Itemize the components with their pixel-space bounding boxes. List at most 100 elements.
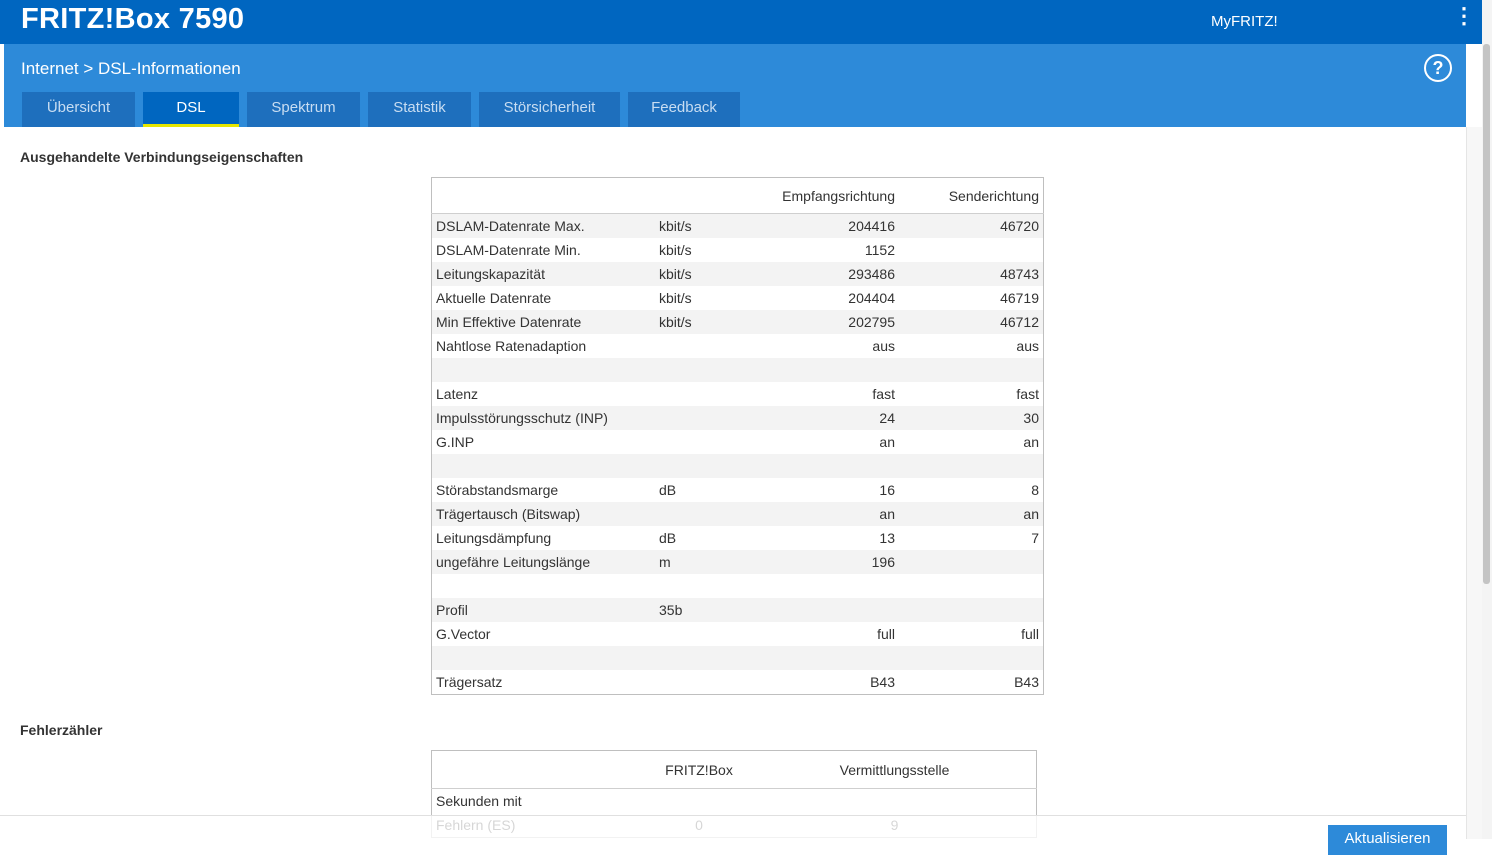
row-label: G.Vector (436, 626, 491, 642)
table-body: DSLAM-Datenrate Max. kbit/s 204416 46720 DSL… (431, 213, 1044, 695)
section-title-connection: Ausgehandelte Verbindungseigenschaften (20, 149, 304, 165)
table-row: Leitungskapazität kbit/s 293486 48743 (431, 262, 1044, 286)
row-receive-value: an (763, 502, 899, 526)
row-label: Profil (431, 598, 655, 622)
row-unit (655, 454, 763, 478)
tab-stoersicherheit[interactable]: Störsicherheit (479, 92, 620, 127)
row-send-value: aus (1016, 338, 1039, 354)
row-receive-value: an (879, 434, 895, 450)
tab-dsl[interactable]: DSL (143, 92, 239, 127)
more-menu-icon[interactable]: ⋮ (1453, 3, 1475, 28)
row-unit: kbit/s (655, 262, 763, 286)
row-receive-value: 13 (879, 530, 895, 546)
row-unit (655, 574, 763, 598)
row-unit (655, 646, 763, 670)
table-row: Trägertausch (Bitswap) an an (431, 502, 1044, 526)
row-unit (655, 622, 763, 646)
row-receive-value: 1152 (864, 242, 895, 258)
row-unit: kbit/s (659, 290, 692, 306)
row-receive-value: 293486 (763, 262, 899, 286)
table-row: Nahtlose Ratenadaption aus aus (432, 334, 1044, 358)
row-receive-value: fast (872, 386, 895, 402)
table-row: Impulsstörungsschutz (INP) 24 30 (431, 406, 1044, 430)
row-receive-value (763, 646, 899, 670)
row-label: Trägertausch (Bitswap) (431, 502, 655, 526)
row-unit (655, 670, 763, 695)
tab-spektrum[interactable]: Spektrum (247, 92, 360, 127)
refresh-button[interactable]: Aktualisieren (1328, 825, 1447, 855)
row-send-value: 7 (1031, 530, 1039, 546)
row-receive-value: 16 (879, 482, 895, 498)
table-row: G.INP an an (432, 430, 1044, 454)
row-label: Latenz (436, 386, 479, 402)
row-label (431, 358, 655, 382)
row-send-value: B43 (1014, 674, 1039, 690)
row-label: Leitungsdämpfung (436, 530, 552, 546)
row-send-value: 46719 (1000, 290, 1039, 306)
scrollbar-thumb[interactable] (1483, 44, 1490, 584)
row-send-value (899, 358, 1044, 382)
app-logo: FRITZ!Box 7590 (21, 3, 245, 35)
row-send-value (899, 550, 1044, 574)
table-row: Störabstandsmarge dB 16 8 (432, 478, 1044, 502)
tab-feedback[interactable]: Feedback (628, 92, 740, 127)
table-row (431, 358, 1044, 382)
row-label: DSLAM-Datenrate Max. (431, 213, 655, 238)
row-receive-value: full (877, 626, 895, 642)
table-row: Leitungsdämpfung dB 13 7 (432, 526, 1044, 550)
row-label: Aktuelle Datenrate (436, 290, 552, 306)
row-unit (655, 382, 763, 406)
table-row: Trägersatz B43 B43 (432, 670, 1044, 695)
row-receive-value: aus (872, 338, 895, 354)
footer-bar (0, 815, 1466, 840)
row-receive-value (763, 598, 899, 622)
row-send-value (899, 454, 1044, 478)
row-unit (655, 406, 763, 430)
row-receive-value: 204404 (848, 290, 895, 306)
table-row: DSLAM-Datenrate Min. kbit/s 1152 (432, 238, 1044, 262)
row-receive-value: 202795 (763, 310, 899, 334)
row-send-value: an (899, 502, 1044, 526)
error-counter-table: FRITZ!Box Vermittlungsstelle Sekunden mi… (431, 750, 1037, 838)
row-label: Impulsstörungsschutz (INP) (431, 406, 655, 430)
row-label (431, 646, 655, 670)
row-unit: 35b (655, 598, 763, 622)
tab-statistik[interactable]: Statistik (368, 92, 471, 127)
row-send-value: 30 (899, 406, 1044, 430)
table-row: ungefähre Leitungslänge m 196 (431, 550, 1044, 574)
row-receive-value: 196 (763, 550, 899, 574)
breadcrumb: Internet > DSL-Informationen (21, 59, 241, 78)
header-cell (655, 177, 763, 214)
row-unit: kbit/s (655, 213, 763, 238)
row-exchange-value (753, 789, 1037, 814)
row-label: Störabstandsmarge (436, 482, 559, 498)
row-receive-value (763, 454, 899, 478)
help-icon[interactable]: ? (1424, 54, 1452, 82)
row-unit: kbit/s (655, 310, 763, 334)
row-send-value (899, 574, 1044, 598)
table-row: Min Effektive Datenrate kbit/s 202795 46712 (431, 310, 1044, 334)
row-unit (655, 502, 763, 526)
row-label (432, 574, 656, 598)
row-send-value (899, 646, 1044, 670)
row-receive-value (763, 574, 899, 598)
row-unit: dB (659, 530, 677, 546)
myfritz-link[interactable]: MyFRITZ! (1211, 13, 1278, 30)
table-row: Aktuelle Datenrate kbit/s 204404 46719 (432, 286, 1044, 310)
row-send-value: fast (1016, 386, 1039, 402)
row-label: Min Effektive Datenrate (431, 310, 655, 334)
section-title-errors: Fehlerzähler (20, 722, 103, 738)
table-header-row: FRITZ!Box Vermittlungsstelle (431, 750, 1037, 789)
row-label (431, 454, 655, 478)
row-label: Leitungskapazität (431, 262, 655, 286)
tab-uebersicht[interactable]: Übersicht (22, 92, 135, 127)
side-panel (1466, 127, 1483, 839)
row-unit: m (655, 550, 763, 574)
table-row: Profil 35b (431, 598, 1044, 622)
header-receive: Empfangsrichtung (763, 177, 899, 214)
table-row (432, 574, 1044, 598)
row-unit (655, 430, 763, 454)
row-unit (655, 334, 763, 358)
row-receive-value: 24 (763, 406, 899, 430)
row-label: Nahtlose Ratenadaption (436, 338, 587, 354)
